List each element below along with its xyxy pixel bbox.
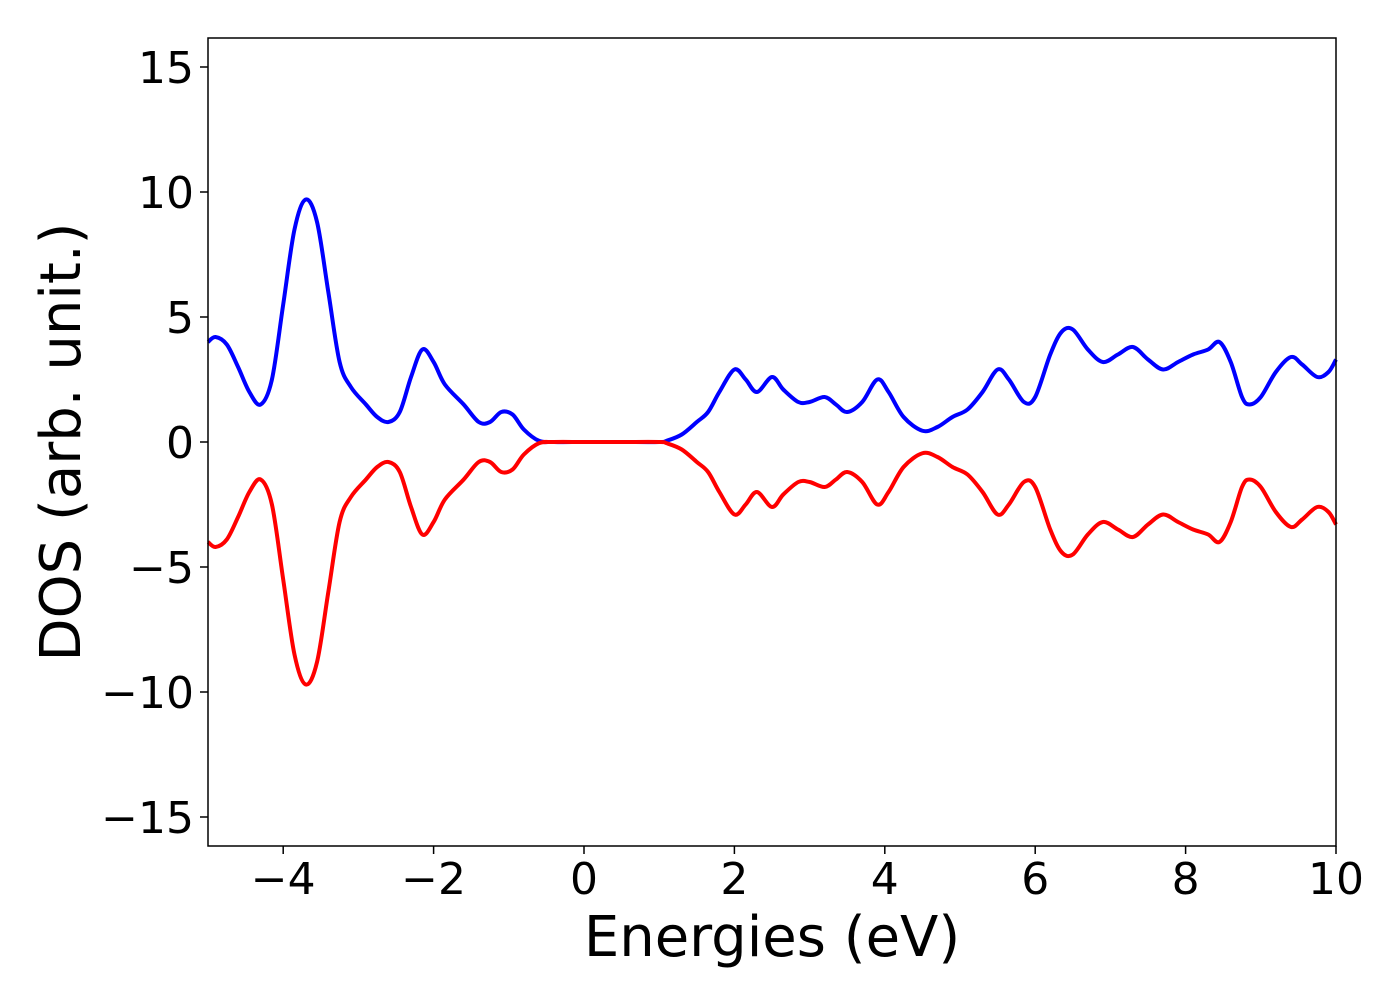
- y-tick-label: −10: [101, 668, 194, 719]
- x-tick-label: 2: [720, 854, 748, 905]
- x-axis-label: Energies (eV): [584, 905, 960, 970]
- x-tick-label: 0: [570, 854, 598, 905]
- dos-line: [206, 197, 1338, 445]
- x-tick-label: −4: [251, 854, 316, 905]
- plot-frame: [207, 37, 1337, 847]
- y-tick-label: 10: [138, 168, 194, 219]
- x-tick-label: 8: [1172, 854, 1200, 905]
- y-tick-label: 15: [138, 43, 194, 94]
- x-tick-label: −2: [401, 854, 466, 905]
- x-tick-label: 6: [1021, 854, 1049, 905]
- y-tick-label: −15: [101, 793, 194, 844]
- y-axis-label: DOS (arb. unit.): [29, 222, 94, 661]
- y-tick-label: 5: [166, 293, 194, 344]
- x-tick-label: 10: [1308, 854, 1364, 905]
- dos-line: [206, 439, 1338, 687]
- x-tick-label: 4: [871, 854, 899, 905]
- y-tick-label: 0: [166, 418, 194, 469]
- y-tick-label: −5: [129, 543, 194, 594]
